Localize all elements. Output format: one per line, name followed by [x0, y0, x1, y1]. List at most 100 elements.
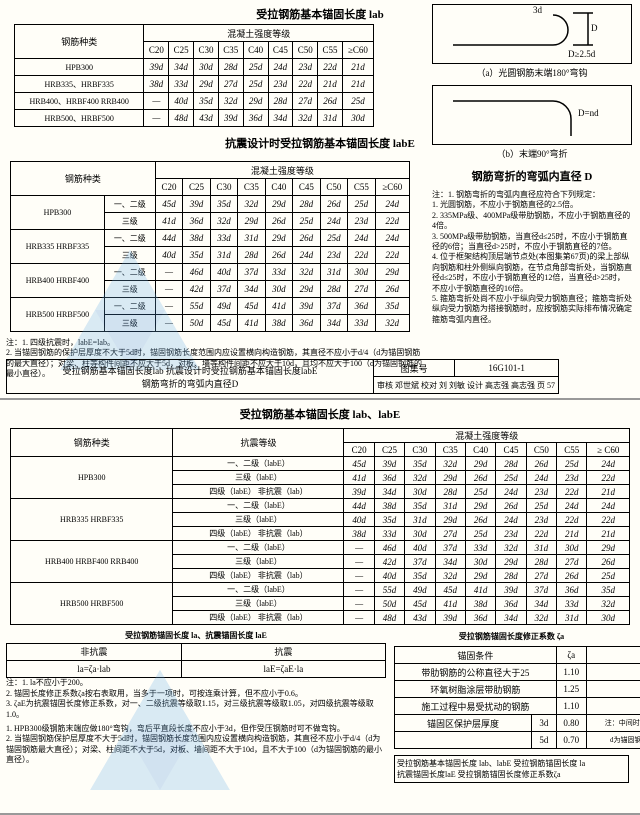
- t2-col: C50: [320, 179, 347, 196]
- t1-cell: 31d: [318, 110, 343, 127]
- t3-cell: 37d: [435, 541, 465, 555]
- p2l-note: 3. ζaE为抗震锚固长度修正系数，对一、二级抗震等级取1.15，对三级抗震等级…: [6, 699, 386, 720]
- t2-col: C55: [348, 179, 375, 196]
- t1-cell: 25d: [342, 93, 373, 110]
- t2-cell: 25d: [348, 196, 375, 213]
- t2-cell: 24d: [293, 247, 320, 264]
- bend-note: 注：1. 钢筋弯折的弯弧内直径应符合下列规定：: [432, 190, 632, 200]
- t2-cell: 38d: [183, 230, 210, 247]
- t3-cell: 41d: [344, 471, 374, 485]
- t3-cell: 44d: [344, 499, 374, 513]
- t3-col: C50: [526, 443, 556, 457]
- t3-cell: 36d: [557, 583, 587, 597]
- t3-cell: 21d: [557, 527, 587, 541]
- bend-note: 2. 335MPa级、400MPa级带肋钢筋，不应小于钢筋直径的4倍。: [432, 211, 632, 232]
- t3-cell: 31d: [557, 611, 587, 625]
- t2-cell: 33d: [210, 230, 237, 247]
- page-1: 受拉钢筋基本锚固长度 lab 钢筋种类混凝土强度等级 C20C25C30C35C…: [0, 0, 640, 400]
- page-2: 受拉钢筋基本锚固长度 lab、labE 钢筋种类抗震等级混凝土强度等级 C20C…: [0, 400, 640, 815]
- t1-cell: 21d: [318, 76, 343, 93]
- t2-cell: 29d: [238, 213, 265, 230]
- t3-group: HRB500 HRBF500: [11, 583, 173, 625]
- diagB-label: D=nd: [578, 108, 599, 118]
- t2-cell: 46d: [183, 264, 210, 281]
- t3-grade: 三级（labE）: [173, 471, 344, 485]
- t3-cell: 25d: [526, 499, 556, 513]
- table1: 钢筋种类混凝土强度等级 C20C25C30C35C40C45C50C55≥C60…: [14, 24, 374, 127]
- t3-cell: 38d: [344, 527, 374, 541]
- t3-col: C30: [405, 443, 435, 457]
- t3-cell: —: [344, 541, 374, 555]
- t3-cell: 42d: [374, 555, 404, 569]
- t1-cell: 39d: [144, 59, 169, 76]
- bend-title: 钢筋弯折的弯弧内直径 D: [432, 166, 632, 186]
- t3-cell: 32d: [405, 471, 435, 485]
- diagA-cap: （a）光圆钢筋末端180°弯钩: [432, 66, 632, 79]
- t2-cell: 42d: [183, 281, 210, 298]
- t1-cell: 22d: [293, 76, 318, 93]
- t2-cell: 22d: [375, 213, 409, 230]
- t1-col: C45: [268, 42, 293, 59]
- t1-cell: 38d: [144, 76, 169, 93]
- t3-grade: 四级（labE） 非抗震（lab）: [173, 569, 344, 583]
- t1-cell: 30d: [342, 110, 373, 127]
- t3-cell: 28d: [526, 555, 556, 569]
- t3-subhead: 混凝土强度等级: [344, 429, 630, 443]
- t2-grade: 三级: [104, 213, 155, 230]
- t2-cell: 41d: [238, 315, 265, 332]
- t3-cell: 35d: [405, 569, 435, 583]
- t2-cell: 33d: [348, 315, 375, 332]
- t3-cell: 35d: [374, 513, 404, 527]
- t1-subhead: 混凝土强度等级: [144, 25, 374, 42]
- t2-grade: 三级: [104, 315, 155, 332]
- t3-group: HPB300: [11, 457, 173, 499]
- t3-grade: 四级（labE） 非抗震（lab）: [173, 611, 344, 625]
- t1-cell: 34d: [169, 59, 194, 76]
- t2-col: C45: [293, 179, 320, 196]
- t2-cell: 24d: [348, 230, 375, 247]
- t3-cell: —: [344, 555, 374, 569]
- t3-cell: 33d: [557, 597, 587, 611]
- t3-cell: 22d: [557, 485, 587, 499]
- t3-cell: 30d: [405, 527, 435, 541]
- t3-cell: 38d: [374, 499, 404, 513]
- t2-cell: 22d: [348, 247, 375, 264]
- t3-cell: 26d: [465, 471, 495, 485]
- t2-cell: 37d: [320, 298, 347, 315]
- t2-cell: 37d: [238, 264, 265, 281]
- bend-note: 5. 箍筋弯折处尚不应小于纵向受力钢筋直径；箍筋弯折处纵向受力钢筋为搭接钢筋时，…: [432, 294, 632, 325]
- t3-cell: 31d: [435, 499, 465, 513]
- t2-group: HPB300: [11, 196, 105, 230]
- t3-cell: 25d: [465, 527, 495, 541]
- t3-cell: 25d: [496, 471, 526, 485]
- t2-grade: 一、二级: [104, 264, 155, 281]
- t3-cell: 26d: [587, 555, 630, 569]
- t3-cell: 34d: [374, 485, 404, 499]
- t3-cell: 28d: [496, 457, 526, 471]
- t3-cell: 29d: [435, 513, 465, 527]
- diagram-a: D 3d D≥2.5d: [432, 4, 632, 64]
- t3-cell: 30d: [465, 555, 495, 569]
- t1-cell: 26d: [318, 93, 343, 110]
- t3-cell: 23d: [557, 471, 587, 485]
- t1-cell: 40d: [169, 93, 194, 110]
- t3-cell: 37d: [526, 583, 556, 597]
- t3-cell: 40d: [374, 569, 404, 583]
- t2-subhead: 混凝土强度等级: [155, 162, 409, 179]
- t2-cell: 32d: [375, 315, 409, 332]
- t3-cell: 35d: [405, 499, 435, 513]
- right-col: D 3d D≥2.5d （a）光圆钢筋末端180°弯钩 D=nd （b）末端90…: [432, 4, 632, 325]
- t4-key: 施工过程中易受扰动的钢筋: [395, 698, 557, 715]
- t2-cell: 31d: [320, 264, 347, 281]
- title-block: 受拉钢筋基本锚固长度lab 抗震设计时受拉钢筋基本锚固长度labE钢筋弯折的弯弧…: [6, 359, 559, 394]
- t2-cell: 22d: [375, 247, 409, 264]
- t2-grade: 三级: [104, 281, 155, 298]
- t3-grade: 三级（labE）: [173, 555, 344, 569]
- t3-cell: 50d: [374, 597, 404, 611]
- t3-cell: 41d: [435, 597, 465, 611]
- t2-col: C20: [155, 179, 182, 196]
- t2-cell: 55d: [183, 298, 210, 315]
- bend-note: 3. 500MPa级带肋钢筋，当直径d≤25时，不应小于钢筋直径的6倍；当直径d…: [432, 232, 632, 253]
- t3-group: HRB335 HRBF335: [11, 499, 173, 541]
- t2-cell: 41d: [155, 213, 182, 230]
